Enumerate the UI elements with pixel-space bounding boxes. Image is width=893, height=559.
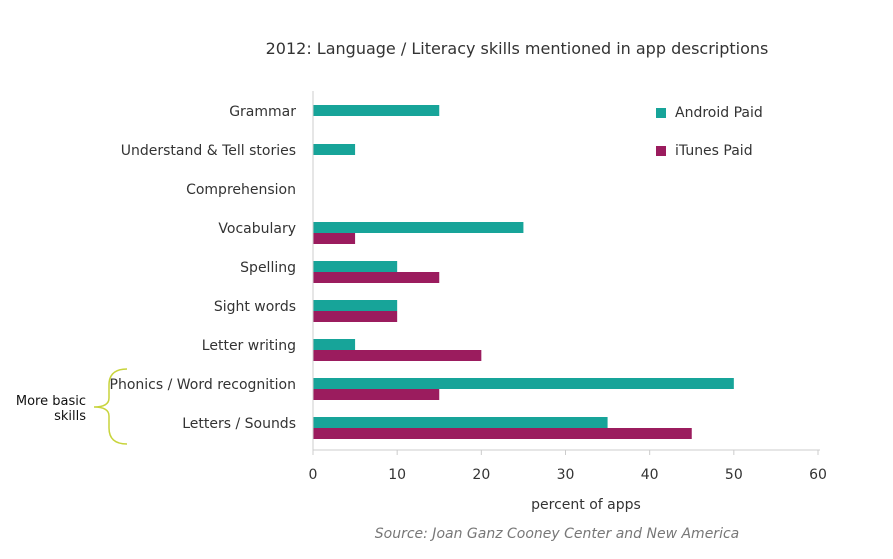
source-note: Source: Joan Ganz Cooney Center and New … [375,526,739,542]
category-label: Letters / Sounds [182,416,296,432]
x-tick-label: 40 [641,467,659,483]
bar-android-paid [313,261,398,272]
legend-swatch [656,146,666,156]
chart-title: 2012: Language / Literacy skills mention… [266,39,769,58]
bar-android-paid [313,105,440,116]
x-tick-label: 30 [557,467,575,483]
bars-group [313,105,734,439]
x-tick-label: 0 [309,467,318,483]
x-tick-label: 20 [472,467,490,483]
x-tick-label: 50 [725,467,743,483]
category-label: Grammar [229,104,296,120]
bar-android-paid [313,378,734,389]
annotation-text-line1: More basic [16,394,86,409]
bar-itunes-paid [313,311,398,322]
x-axis-title: percent of apps [531,497,641,513]
bar-android-paid [313,417,608,428]
bar-android-paid [313,300,398,311]
annotation-bracket [93,368,128,445]
bar-itunes-paid [313,233,356,244]
x-tick-label: 60 [809,467,827,483]
bar-itunes-paid [313,428,692,439]
category-label: Sight words [214,299,296,315]
legend: Android Paid iTunes Paid [656,105,763,159]
bar-android-paid [313,339,356,350]
legend-label: Android Paid [675,105,763,121]
legend-label: iTunes Paid [675,143,753,159]
category-label: Vocabulary [218,221,296,237]
bar-android-paid [313,144,356,155]
bar-itunes-paid [313,272,440,283]
legend-swatch [656,108,666,118]
category-labels: Grammar Understand & Tell stories Comprehe… [110,104,297,432]
x-axis-ticks: 0 10 20 30 40 50 60 [309,450,827,483]
category-label: Comprehension [186,182,296,198]
bar-itunes-paid [313,350,482,361]
category-label: Understand & Tell stories [121,143,296,159]
category-label: Phonics / Word recognition [110,377,296,393]
category-label: Spelling [240,260,296,276]
category-label: Letter writing [202,338,296,354]
x-tick-label: 10 [388,467,406,483]
annotation-text-line2: skills [54,409,86,424]
bar-itunes-paid [313,389,440,400]
bar-android-paid [313,222,524,233]
